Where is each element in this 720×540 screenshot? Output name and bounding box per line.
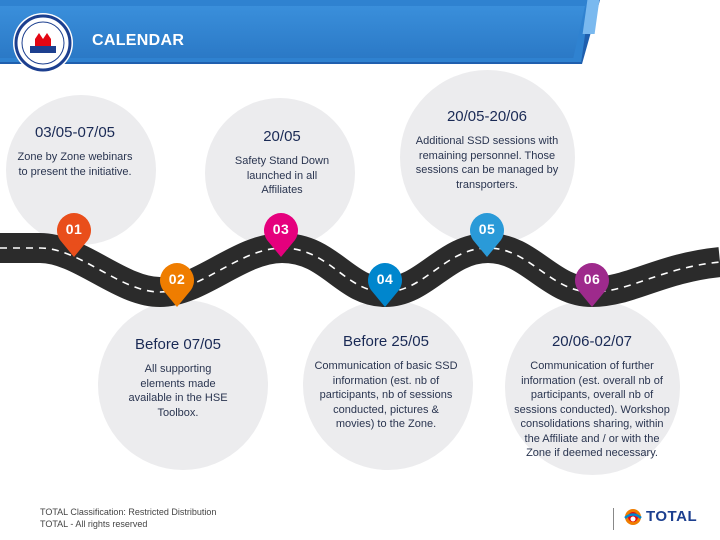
pin-05-number: 05 (478, 221, 496, 237)
milestone-04-circle (303, 300, 473, 470)
pin-05 (470, 213, 504, 257)
milestone-02: Before 07/05 All supporting elements mad… (122, 336, 234, 420)
total-logo-text: TOTAL (646, 508, 698, 525)
pin-03 (264, 213, 298, 257)
pin-06-number: 06 (583, 271, 601, 287)
pin-03-number: 03 (272, 221, 290, 237)
milestone-06-description: Communication of further information (es… (514, 360, 670, 459)
milestone-06-circle (505, 300, 680, 475)
milestone-01: 03/05-07/05 Zone by Zone webinars to pre… (16, 124, 134, 179)
safety-badge-logo (13, 13, 73, 73)
milestone-04: Before 25/05 Communication of basic SSD … (313, 333, 459, 432)
milestone-03-description: Safety Stand Down launched in all Affili… (234, 155, 330, 196)
pin-02 (160, 263, 194, 307)
footer-line-2: TOTAL - All rights reserved (40, 519, 148, 529)
total-logo-icon (624, 509, 642, 525)
milestone-04-date: Before 25/05 (343, 333, 429, 350)
milestone-03-date: 20/05 (263, 128, 301, 145)
pin-02-number: 02 (168, 271, 186, 287)
footer-divider (613, 508, 614, 530)
pin-01 (57, 213, 91, 257)
footer-classification: TOTAL Classification: Restricted Distrib… (40, 506, 216, 530)
milestone-02-date: Before 07/05 (135, 336, 221, 353)
milestone-06: 20/06-02/07 Communication of further inf… (514, 333, 670, 461)
milestone-02-description: All supporting elements made available i… (128, 363, 228, 419)
milestone-01-date: 03/05-07/05 (34, 124, 116, 141)
milestone-03: 20/05 Safety Stand Down launched in all … (226, 128, 338, 198)
page-title: CALENDAR (92, 32, 185, 49)
milestone-02-circle (98, 300, 268, 470)
pin-06 (575, 263, 609, 307)
milestone-05-description: Additional SSD sessions with remaining p… (415, 135, 559, 191)
footer-line-1: TOTAL Classification: Restricted Distrib… (40, 507, 217, 517)
pin-04-number: 04 (376, 271, 394, 287)
pin-04 (368, 263, 402, 307)
milestone-06-date: 20/06-02/07 (551, 333, 633, 350)
milestone-05: 20/05-20/06 Additional SSD sessions with… (414, 108, 560, 192)
pin-01-number: 01 (65, 221, 83, 237)
milestone-01-description: Zone by Zone webinars to present the ini… (17, 151, 133, 178)
milestone-04-description: Communication of basic SSD information (… (314, 360, 458, 430)
milestone-05-date: 20/05-20/06 (446, 108, 528, 125)
